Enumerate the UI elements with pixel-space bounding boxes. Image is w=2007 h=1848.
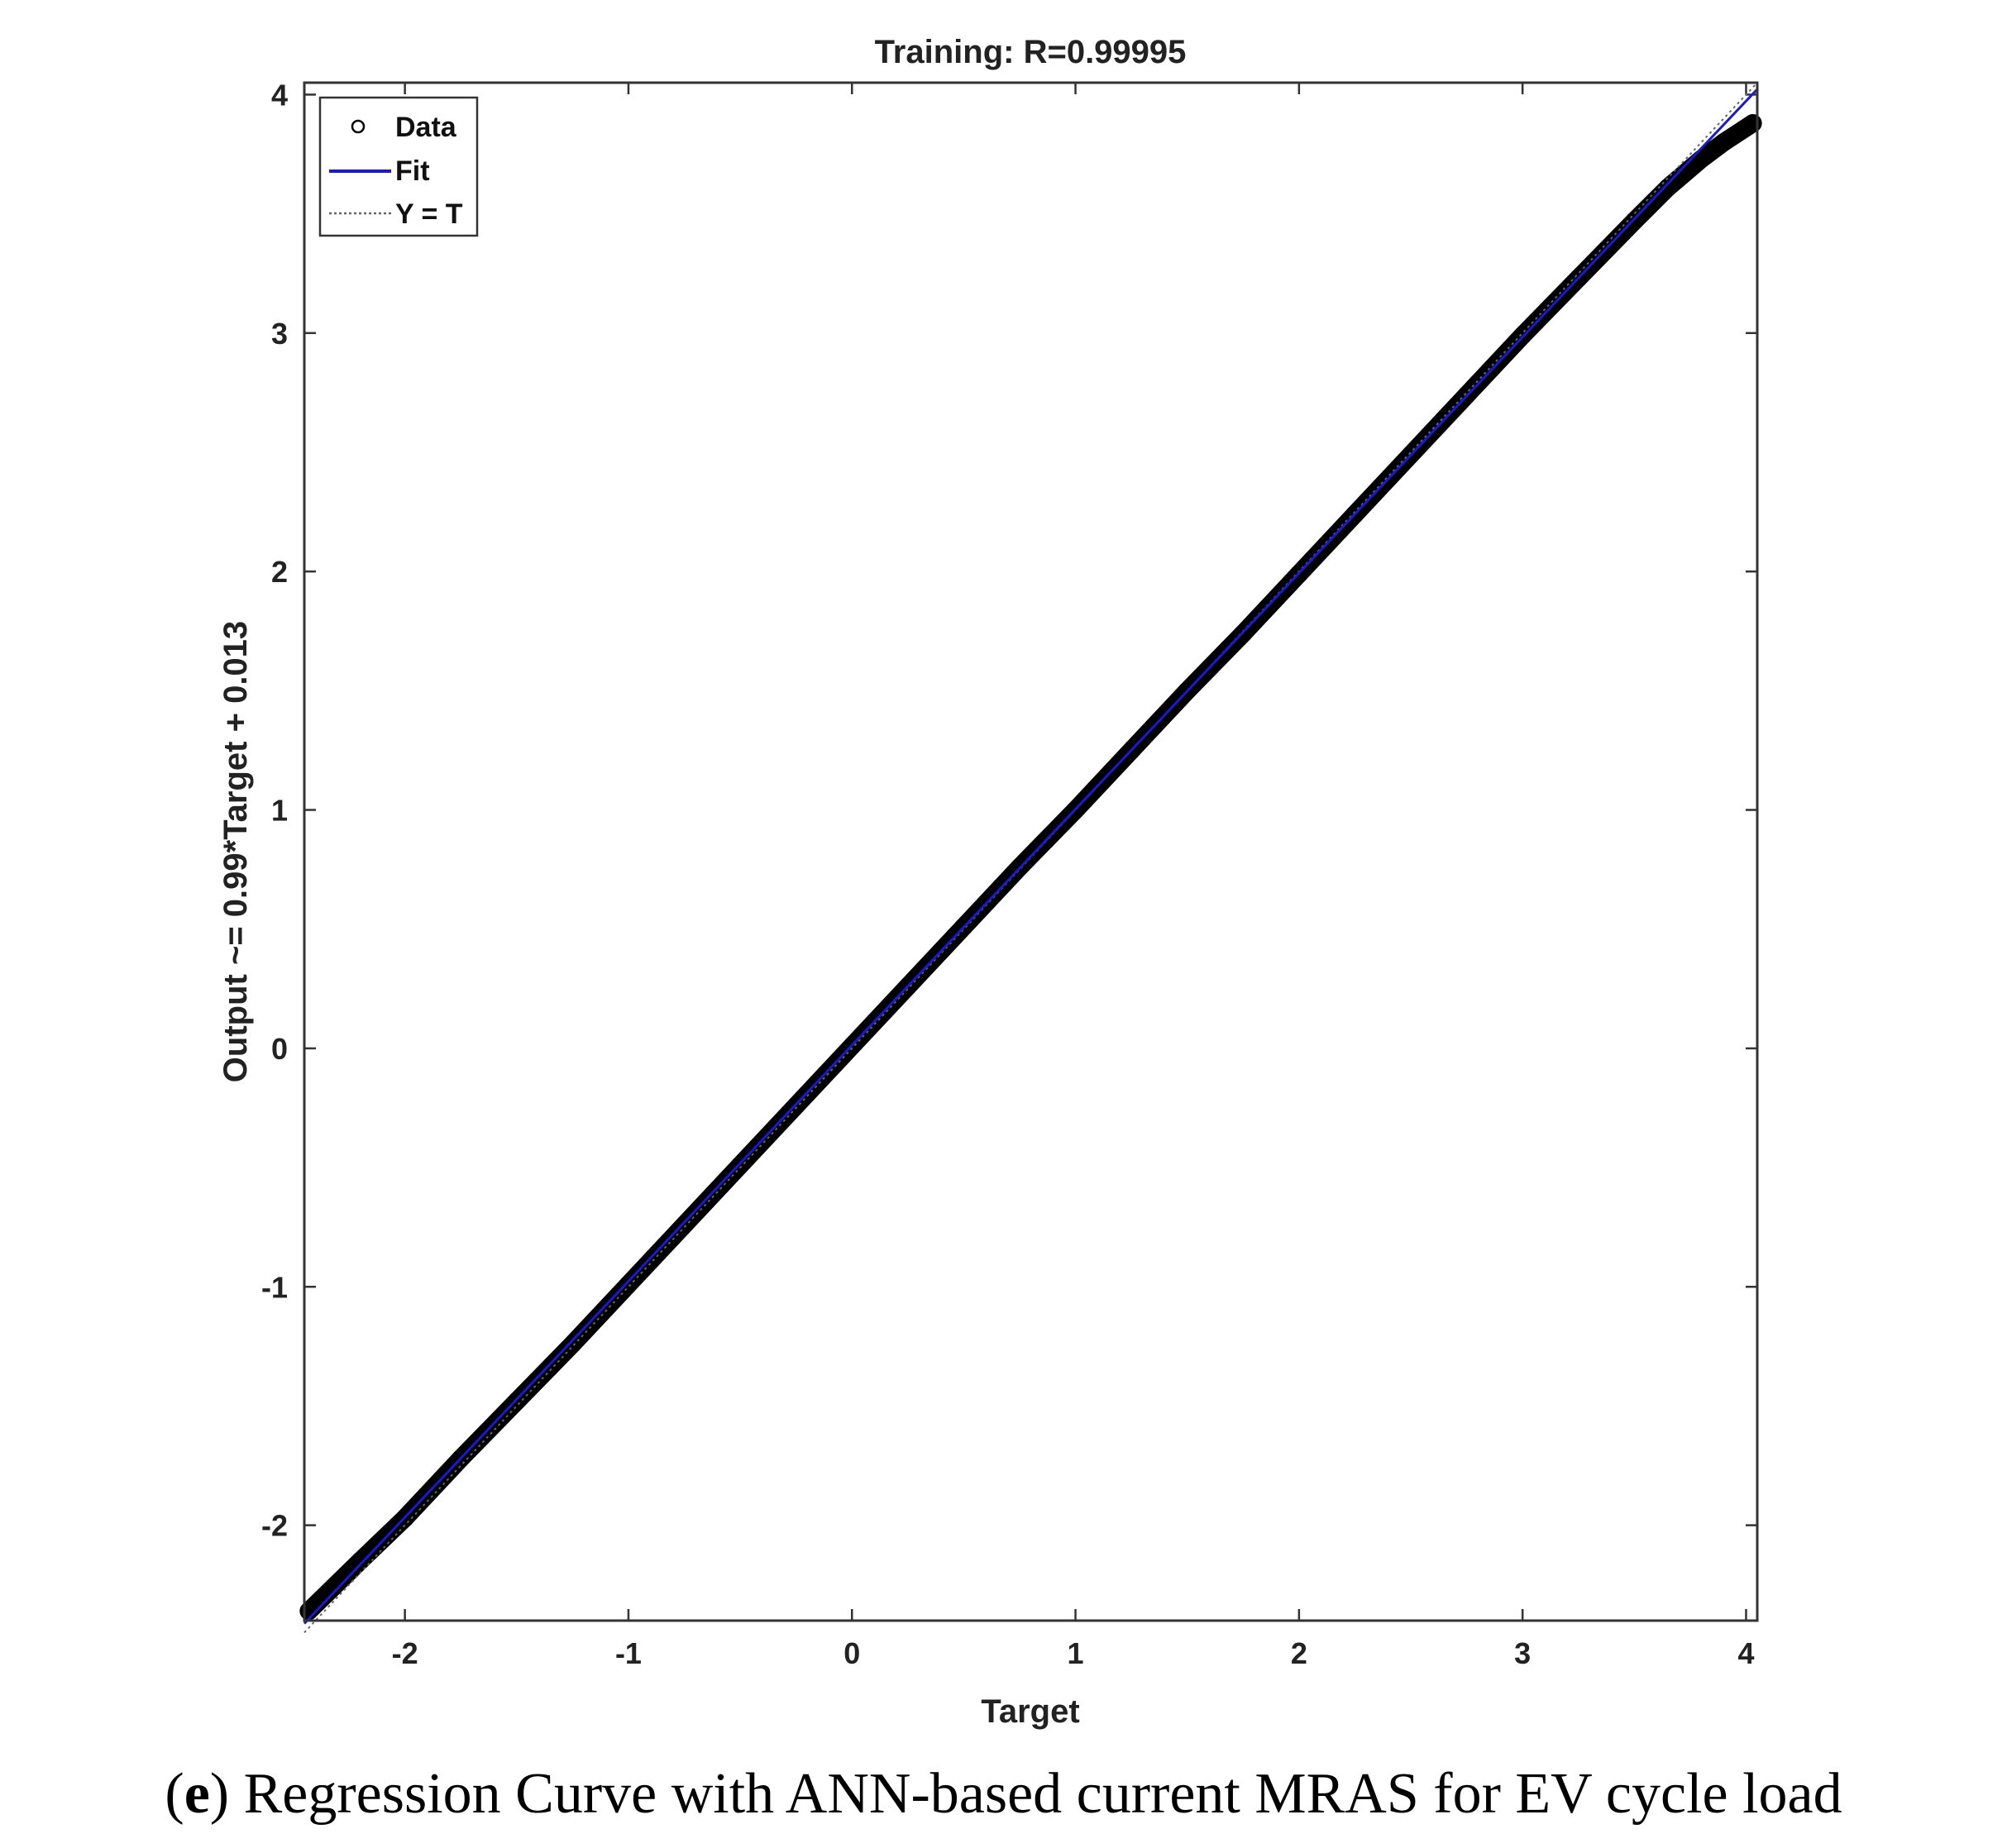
series-layer	[299, 82, 1762, 1634]
y-tick-label: 4	[271, 78, 288, 112]
legend-data-label: Data	[395, 112, 457, 143]
plot-frame	[303, 81, 1759, 1622]
data-point	[1743, 114, 1762, 133]
data-point	[675, 1215, 694, 1234]
data-point	[1714, 133, 1733, 152]
data-point	[1692, 150, 1711, 169]
data-point	[1658, 178, 1677, 197]
y-equals-t-line	[303, 82, 1758, 1634]
y-tick-label: -1	[261, 1270, 288, 1304]
y-axis-title: Output ~= 0.99*Target + 0.013	[217, 621, 254, 1082]
x-tick-label: 1	[1068, 1636, 1084, 1670]
data-point	[619, 1275, 638, 1294]
figure-caption: (e) Regression Curve with ANN-based curr…	[165, 1762, 1842, 1826]
x-tick-label: 4	[1737, 1636, 1754, 1670]
x-tick-label: -2	[392, 1636, 418, 1670]
y-tick-labels: -2 -1 0 1 2 3 4	[261, 78, 288, 1542]
y-tick-label: -2	[261, 1509, 288, 1543]
fit-line	[303, 88, 1759, 1625]
x-tick-marks	[404, 83, 1747, 1621]
y-tick-label: 2	[271, 555, 288, 589]
x-tick-label: 3	[1514, 1636, 1531, 1670]
y-tick-label: 0	[271, 1032, 288, 1066]
legend: Data Fit Y = T	[318, 96, 479, 237]
x-axis-title: Target	[981, 1693, 1079, 1730]
x-tick-label: 0	[843, 1636, 860, 1670]
x-tick-label: -1	[615, 1636, 642, 1670]
data-point	[351, 1551, 370, 1570]
chart-title: Training: R=0.99995	[875, 34, 1187, 70]
y-tick-label: 1	[271, 794, 288, 828]
caption-label: e	[184, 1762, 210, 1826]
legend-data-marker	[351, 119, 366, 134]
legend-fit-label: Fit	[395, 155, 430, 187]
x-tick-labels: -2 -1 0 1 2 3 4	[392, 1636, 1755, 1670]
y-tick-label: 3	[271, 317, 288, 351]
caption-text: Regression Curve with ANN-based current …	[243, 1762, 1842, 1826]
legend-yt-label: Y = T	[395, 198, 463, 230]
data-point	[563, 1335, 582, 1354]
x-tick-label: 2	[1291, 1636, 1307, 1670]
